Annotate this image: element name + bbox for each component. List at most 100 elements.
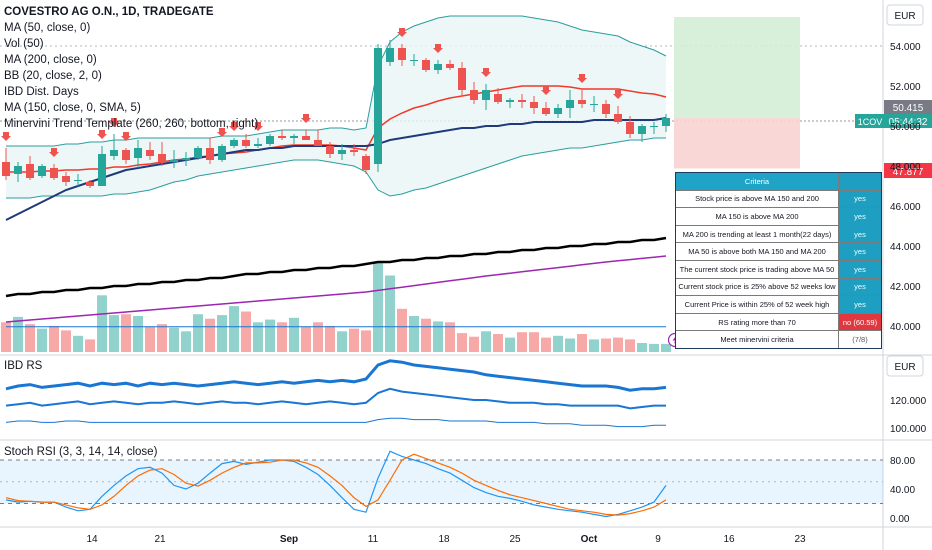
- legend-line[interactable]: MA (200, close, 0): [4, 54, 97, 66]
- legend-line[interactable]: IBD Dist. Days: [4, 86, 79, 98]
- volume-bar: [493, 334, 503, 352]
- criteria-row: Meet minervini criteria (7/8): [676, 330, 881, 348]
- candle-body: [302, 136, 310, 140]
- criteria-row: Stock price is above MA 150 and 200 yes: [676, 189, 881, 208]
- candle-body: [626, 122, 634, 134]
- candle-body: [26, 164, 34, 178]
- volume-bar: [49, 325, 59, 352]
- candle-body: [422, 60, 430, 70]
- price-tick-label: 40.000: [890, 322, 921, 333]
- candle-body: [218, 146, 226, 160]
- volume-bar: [97, 295, 107, 352]
- candle-body: [14, 166, 22, 174]
- candle-body: [2, 162, 10, 176]
- criteria-row: MA 150 is above MA 200 yes: [676, 207, 881, 225]
- volume-bar: [85, 339, 95, 352]
- ibd-tick-label: 120.000: [890, 396, 927, 407]
- candle-body: [566, 100, 574, 108]
- time-tick-label: 14: [86, 534, 98, 545]
- candle-body: [386, 48, 394, 62]
- volume-bar: [553, 335, 563, 352]
- legend-line[interactable]: Minervini Trend Template (260, 260, bott…: [4, 118, 259, 130]
- volume-bar: [37, 328, 47, 352]
- candle-body: [206, 148, 214, 160]
- volume-bar: [589, 339, 599, 352]
- volume-bar: [517, 332, 527, 352]
- volume-bar: [61, 330, 71, 352]
- volume-bar: [445, 322, 455, 352]
- candle-body: [350, 150, 358, 152]
- ibd-tick-label: 100.000: [890, 424, 927, 435]
- volume-bar: [505, 337, 515, 352]
- candle-body: [374, 48, 382, 164]
- criteria-value: (7/8): [839, 331, 881, 348]
- trend-line: [5, 255, 667, 323]
- volume-bar: [385, 275, 395, 352]
- criteria-value: yes: [839, 190, 881, 208]
- volume-bar: [457, 333, 467, 352]
- volume-bar: [469, 336, 479, 352]
- volume-bar: [613, 337, 623, 352]
- volume-bar: [649, 343, 659, 352]
- time-tick-label: 25: [509, 534, 521, 545]
- candle-body: [446, 64, 454, 68]
- criteria-value: yes: [839, 296, 881, 313]
- volume-bar: [241, 311, 251, 352]
- candle-body: [578, 100, 586, 104]
- candle-body: [62, 176, 70, 182]
- volume-bar: [409, 316, 419, 352]
- candle-body: [410, 60, 418, 61]
- axes: EUR EUR 50.415 1COV 05:44:32 47.877 E 54…: [86, 4, 932, 545]
- legend-line[interactable]: MA (50, close, 0): [4, 22, 91, 34]
- time-tick-label: 23: [794, 534, 806, 545]
- profit-zone: [674, 17, 800, 118]
- candle-body: [494, 94, 502, 102]
- ibd-currency-label: EUR: [894, 362, 915, 373]
- volume-bar: [325, 325, 335, 352]
- candle-body: [518, 100, 526, 102]
- candle-body: [662, 118, 670, 126]
- candle-body: [74, 180, 82, 181]
- candle-body: [482, 90, 490, 100]
- candle-body: [242, 140, 250, 146]
- volume-bar: [277, 322, 287, 352]
- ibd-rs-lines: [5, 359, 667, 428]
- criteria-value: yes: [839, 260, 881, 278]
- legend-line[interactable]: MA (150, close, 0, SMA, 5): [4, 102, 141, 114]
- criteria-label: Stock price is above MA 150 and 200: [676, 190, 839, 208]
- down-arrow: [109, 118, 119, 127]
- volume-bar: [637, 343, 647, 352]
- criteria-row: The current stock price is trading above…: [676, 259, 881, 278]
- candle-body: [110, 150, 118, 156]
- volume-bar: [145, 326, 155, 352]
- stoch-pane-title[interactable]: Stoch RSI (3, 3, 14, 14, close): [4, 446, 158, 458]
- criteria-header: Criteria: [676, 173, 881, 190]
- volume-bar: [565, 338, 575, 352]
- legend-line[interactable]: BB (20, close, 2, 0): [4, 70, 102, 82]
- volume-bar: [421, 318, 431, 352]
- legend-line[interactable]: Vol (50): [4, 38, 44, 50]
- ibd-rs-low-line: [5, 417, 666, 428]
- candle-body: [530, 102, 538, 108]
- time-tick-label: 18: [438, 534, 450, 545]
- volume-bar: [373, 262, 383, 352]
- volume-bar: [481, 331, 491, 352]
- price-tick-label: 52.000: [890, 82, 921, 93]
- symbol-title[interactable]: COVESTRO AG O.N., 1D, TRADEGATE: [4, 6, 214, 18]
- candles: [2, 40, 670, 188]
- volume-bar: [109, 315, 119, 352]
- criteria-label: Current Price is within 25% of 52 week h…: [676, 296, 839, 313]
- candle-body: [542, 108, 550, 114]
- candle-body: [146, 150, 154, 156]
- down-arrow: [253, 122, 263, 131]
- volume-bar: [349, 328, 359, 352]
- candle-body: [86, 182, 94, 186]
- ibd-pane-title[interactable]: IBD RS: [4, 360, 43, 372]
- criteria-row: Current stock price is 25% above 52 week…: [676, 277, 881, 296]
- candle-body: [254, 144, 262, 146]
- candle-body: [314, 140, 322, 146]
- volume-bar: [121, 314, 131, 352]
- down-arrow: [229, 122, 239, 131]
- candle-body: [158, 154, 166, 162]
